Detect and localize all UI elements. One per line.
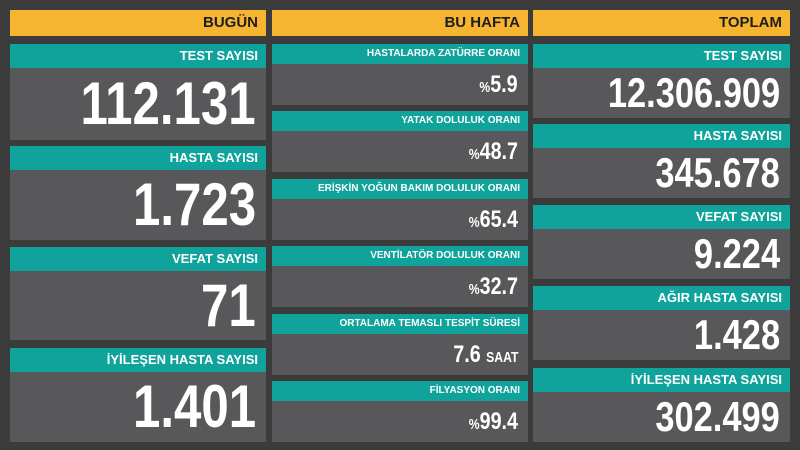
card-label: TEST SAYISI bbox=[533, 44, 790, 68]
card-label: VEFAT SAYISI bbox=[533, 205, 790, 229]
card-value: %32.7 bbox=[469, 266, 518, 311]
card-value: %65.4 bbox=[469, 199, 518, 244]
value-number: 1.428 bbox=[693, 311, 780, 358]
card-label: İYİLEŞEN HASTA SAYISI bbox=[533, 368, 790, 392]
card-label: TEST SAYISI bbox=[10, 44, 266, 68]
value-number: 99.4 bbox=[479, 408, 518, 435]
card-label: HASTA SAYISI bbox=[533, 124, 790, 148]
card-label: VEFAT SAYISI bbox=[10, 247, 266, 271]
card-value: %5.9 bbox=[480, 64, 518, 109]
card-label: VENTİLATÖR DOLULUK ORANI bbox=[272, 246, 528, 266]
value-number: 12.306.909 bbox=[607, 69, 780, 116]
value-prefix: % bbox=[468, 417, 480, 433]
card-value-box: %65.4 bbox=[272, 199, 528, 240]
value-number: 1.401 bbox=[132, 373, 256, 440]
card-value-box: 345.678 bbox=[533, 148, 790, 198]
card-label: ORTALAMA TEMASLI TESPİT SÜRESİ bbox=[272, 314, 528, 334]
card-value: 345.678 bbox=[656, 148, 780, 198]
card-value-box: 1.401 bbox=[10, 372, 266, 442]
card-value-box: %32.7 bbox=[272, 266, 528, 307]
card-value: 7.6 SAAT bbox=[453, 334, 518, 379]
card-label: İYİLEŞEN HASTA SAYISI bbox=[10, 348, 266, 372]
value-number: 65.4 bbox=[479, 206, 518, 233]
card-value: %99.4 bbox=[469, 401, 518, 446]
value-prefix: % bbox=[468, 147, 480, 163]
value-number: 48.7 bbox=[479, 138, 518, 165]
value-prefix: % bbox=[468, 215, 480, 231]
card-value-box: %99.4 bbox=[272, 401, 528, 442]
card-value: 12.306.909 bbox=[608, 68, 780, 118]
card-label: ERİŞKİN YOĞUN BAKIM DOLULUK ORANI bbox=[272, 179, 528, 199]
card-value-box: %48.7 bbox=[272, 131, 528, 172]
value-suffix: SAAT bbox=[485, 350, 518, 366]
card-value: 302.499 bbox=[656, 392, 780, 442]
value-number: 112.131 bbox=[80, 70, 256, 137]
card-label: YATAK DOLULUK ORANI bbox=[272, 111, 528, 131]
card-label: HASTA SAYISI bbox=[10, 146, 266, 170]
value-number: 32.7 bbox=[479, 273, 518, 300]
column-header: BU HAFTA bbox=[272, 10, 528, 36]
card-value-box: 1.723 bbox=[10, 170, 266, 240]
card-value: 1.401 bbox=[133, 372, 256, 442]
card-value: 1.723 bbox=[133, 170, 256, 240]
value-number: 1.723 bbox=[132, 171, 256, 238]
value-number: 9.224 bbox=[693, 230, 780, 277]
value-number: 345.678 bbox=[655, 149, 780, 196]
card-label: FİLYASYON ORANI bbox=[272, 381, 528, 401]
card-value-box: 112.131 bbox=[10, 68, 266, 140]
value-prefix: % bbox=[468, 282, 480, 298]
card-value-box: 12.306.909 bbox=[533, 68, 790, 118]
value-number: 302.499 bbox=[655, 393, 780, 440]
card-value: %48.7 bbox=[469, 131, 518, 176]
card-value-box: 9.224 bbox=[533, 229, 790, 279]
card-value-box: 7.6 SAAT bbox=[272, 334, 528, 375]
card-value-box: 1.428 bbox=[533, 310, 790, 360]
value-number: 71 bbox=[201, 272, 256, 339]
value-number: 5.9 bbox=[490, 71, 518, 98]
value-prefix: % bbox=[479, 80, 491, 96]
card-value-box: %5.9 bbox=[272, 64, 528, 105]
card-value: 9.224 bbox=[694, 229, 780, 279]
column-header: BUGÜN bbox=[10, 10, 266, 36]
card-value-box: 71 bbox=[10, 271, 266, 340]
column-header: TOPLAM bbox=[533, 10, 790, 36]
card-value: 112.131 bbox=[81, 68, 256, 140]
card-value: 1.428 bbox=[694, 310, 780, 360]
card-value: 71 bbox=[201, 271, 256, 340]
card-label: AĞIR HASTA SAYISI bbox=[533, 286, 790, 310]
value-number: 7.6 bbox=[452, 341, 481, 368]
card-label: HASTALARDA ZATÜRRE ORANI bbox=[272, 44, 528, 64]
card-value-box: 302.499 bbox=[533, 392, 790, 442]
